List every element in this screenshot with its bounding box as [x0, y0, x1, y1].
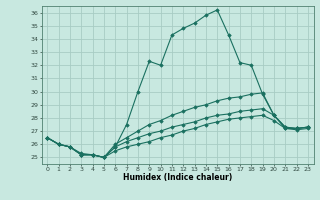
- X-axis label: Humidex (Indice chaleur): Humidex (Indice chaleur): [123, 173, 232, 182]
